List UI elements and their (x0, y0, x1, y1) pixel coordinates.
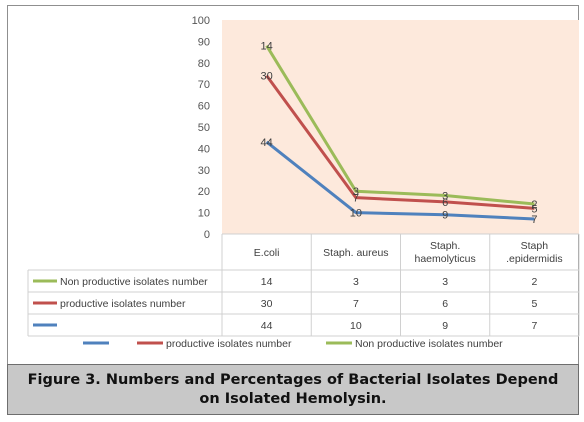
category-label-line: .epidermidis (506, 253, 563, 265)
data-label: 14 (261, 41, 273, 53)
table-cell: 5 (531, 298, 537, 310)
y-tick-label-70: 70 (198, 79, 210, 91)
legend-label-1: productive isolates number (166, 338, 292, 350)
legend-label-2: Non productive isolates number (355, 338, 503, 350)
y-tick-label-90: 90 (198, 36, 210, 48)
table-cell: 44 (261, 320, 273, 332)
category-label-line: Staph (521, 240, 549, 252)
series-line-0 (265, 140, 535, 221)
y-tick-label-100: 100 (192, 15, 210, 27)
table-cell: 10 (350, 320, 362, 332)
y-tick-label-30: 30 (198, 165, 210, 177)
category-label-line: haemolyticus (414, 253, 475, 265)
y-tick-label-0: 0 (204, 229, 210, 241)
data-label: 7 (353, 193, 359, 205)
table-row-label: productive isolates number (60, 298, 186, 310)
table-cell: 3 (353, 276, 359, 288)
data-label: 30 (261, 71, 273, 83)
series-line-1 (265, 74, 535, 210)
table-cell: 6 (442, 298, 448, 310)
category-label-2: Staph. haemolyticus (414, 240, 475, 265)
data-label: 6 (442, 197, 448, 209)
series-line-2 (265, 44, 535, 206)
data-label: 44 (261, 137, 273, 149)
category-label-1: Staph. aureus (323, 247, 388, 259)
y-tick-label-80: 80 (198, 58, 210, 70)
data-label: 10 (350, 208, 362, 220)
table-row-label: Non productive isolates number (60, 276, 208, 288)
table-cell: 7 (531, 320, 537, 332)
category-label-3: Staph .epidermidis (506, 240, 563, 265)
figure-caption: Figure 3. Numbers and Percentages of Bac… (7, 364, 579, 415)
data-label: 2 (531, 199, 537, 211)
y-tick-label-10: 10 (198, 208, 210, 220)
data-label: 5 (531, 203, 537, 215)
table-cell: 9 (442, 320, 448, 332)
y-tick-label-50: 50 (198, 122, 210, 134)
line-chart: 0 10 20 30 40 50 60 70 80 90 100 E.coli Staph. aureu… (27, 15, 580, 350)
data-label: 9 (442, 210, 448, 222)
y-tick-label-20: 20 (198, 186, 210, 198)
figure-caption-text: Figure 3. Numbers and Percentages of Bac… (27, 371, 559, 407)
data-label: 7 (531, 214, 537, 226)
category-label-0: E.coli (254, 247, 280, 259)
table-cell: 3 (442, 276, 448, 288)
table-cell: 30 (261, 298, 273, 310)
data-label: 3 (353, 186, 359, 198)
data-label: 3 (442, 190, 448, 202)
y-tick-label-40: 40 (198, 143, 210, 155)
table-cell: 14 (261, 276, 273, 288)
y-tick-label-60: 60 (198, 101, 210, 113)
table-cell: 7 (353, 298, 359, 310)
category-label-line: Staph. (430, 240, 460, 252)
table-cell: 2 (531, 276, 537, 288)
